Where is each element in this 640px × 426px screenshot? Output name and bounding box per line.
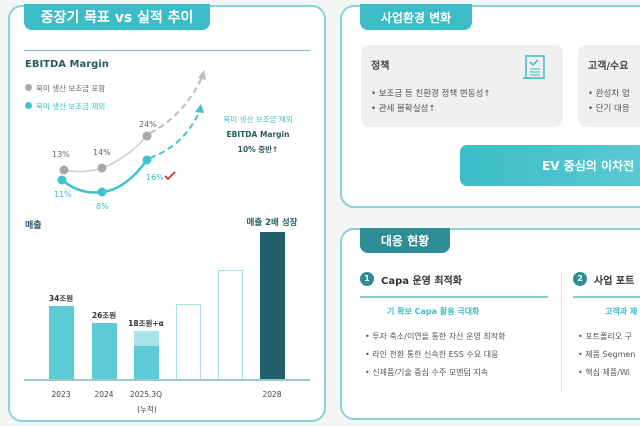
response-panel bbox=[340, 228, 640, 420]
section-bullet: • 포트폴리오 구 bbox=[578, 332, 632, 341]
section-number-badge: 1 bbox=[360, 272, 374, 286]
data-point bbox=[59, 165, 69, 175]
year-label: 2025.3Q bbox=[129, 390, 163, 399]
legend-with-subsidy: 북미 생산 보조금 포함 bbox=[25, 83, 105, 94]
revenue-bar bbox=[176, 304, 201, 380]
point-label: 16% bbox=[146, 173, 164, 182]
check-icon bbox=[164, 171, 176, 181]
point-label: 13% bbox=[52, 150, 70, 159]
section-title: Capa 운영 최적화 bbox=[381, 276, 462, 287]
point-label: 24% bbox=[139, 120, 157, 129]
section-subtitle: 고객과 제 bbox=[605, 307, 638, 316]
legend-without-subsidy: 북미 생산 보조금 제외 bbox=[25, 101, 105, 112]
point-label: 8% bbox=[96, 202, 109, 211]
bar-label: 18조원+α bbox=[128, 319, 164, 329]
banner-text: EV 중심의 이차전 bbox=[542, 159, 635, 173]
environment-title: 사업환경 변화 bbox=[360, 4, 472, 30]
year-sub-label: (누적) bbox=[137, 405, 157, 414]
legend-label: 북미 생산 보조금 포함 bbox=[36, 84, 106, 93]
data-point bbox=[142, 155, 152, 165]
section-bullet: • 신제품/기술 중심 수주 모멘텀 지속 bbox=[365, 368, 489, 377]
revenue-bar bbox=[49, 306, 74, 380]
card-bullet: • 보조금 등 친환경 정책 변동성↑ bbox=[371, 89, 491, 99]
data-point bbox=[97, 163, 107, 173]
teal-projection bbox=[149, 109, 201, 159]
bar-label: 26조원 bbox=[91, 311, 117, 321]
card-bullet: • 단기 대응 bbox=[588, 104, 630, 114]
section-rule bbox=[573, 296, 640, 298]
section-bullet: • 핵심 제품/Wi bbox=[578, 368, 630, 377]
year-label: 2024 bbox=[94, 390, 114, 399]
section-divider bbox=[561, 272, 562, 392]
customer-card: 고객/수요 • 완성차 업 • 단기 대응 bbox=[578, 45, 640, 127]
teal-dot-icon bbox=[25, 102, 32, 109]
baseline bbox=[24, 379, 310, 381]
data-point bbox=[57, 175, 67, 185]
gray-arrow-icon bbox=[198, 70, 206, 80]
revenue-bar bbox=[218, 270, 243, 380]
teal-arrow-icon bbox=[195, 104, 204, 113]
ebitda-line-chart bbox=[57, 70, 206, 197]
data-point bbox=[142, 131, 152, 141]
annotation-line: EBITDA Margin bbox=[226, 130, 290, 139]
year-label: 2028 bbox=[262, 390, 282, 399]
document-check-icon bbox=[523, 55, 545, 79]
section-number-badge: 2 bbox=[573, 272, 587, 286]
gray-dot-icon bbox=[25, 84, 32, 91]
margin-annotation: 북미 생산 보조금 제외 EBITDA Margin 10% 중반↑ bbox=[223, 112, 292, 157]
card-title: 정책 bbox=[371, 61, 390, 72]
revenue-note: 매출 2배 성장 bbox=[246, 218, 298, 228]
card-title: 고객/수요 bbox=[588, 61, 629, 72]
annotation-line: 10% 중반↑ bbox=[237, 145, 279, 154]
revenue-title: 매출 bbox=[25, 221, 42, 231]
data-point bbox=[97, 187, 107, 197]
ebitda-title: EBITDA Margin bbox=[25, 59, 109, 70]
response-title: 대응 현황 bbox=[360, 228, 450, 253]
revenue-bar bbox=[134, 331, 159, 380]
card-bullet: • 완성차 업 bbox=[588, 89, 630, 99]
divider bbox=[24, 50, 310, 51]
targets-title: 중장기 목표 vs 실적 추이 bbox=[24, 4, 210, 30]
section-bullet: • 제품 Segmen bbox=[578, 350, 636, 359]
section-rule bbox=[360, 296, 548, 298]
revenue-bar bbox=[260, 232, 285, 380]
legend-label: 북미 생산 보조금 제외 bbox=[36, 102, 106, 111]
annotation-line: 북미 생산 보조금 제외 bbox=[223, 115, 293, 124]
section-bullet: • 라인 전환 통한 신속한 ESS 수요 대응 bbox=[365, 350, 499, 359]
revenue-bar bbox=[92, 323, 117, 380]
card-bullet: • 관세 불확실성↑ bbox=[371, 104, 436, 114]
gray-projection bbox=[149, 74, 204, 134]
section-title: 사업 포트 bbox=[594, 276, 635, 287]
section-subtitle: 기 확보 Capa 활용 극대화 bbox=[387, 307, 480, 316]
year-label: 2023 bbox=[51, 390, 71, 399]
policy-card: 정책 • 보조금 등 친환경 정책 변동성↑ • 관세 불확실성↑ bbox=[361, 45, 563, 127]
point-label: 14% bbox=[93, 148, 111, 157]
point-label: 11% bbox=[54, 190, 72, 199]
ev-banner: EV 중심의 이차전 bbox=[460, 145, 640, 186]
bar-label: 34조원 bbox=[48, 294, 74, 303]
section-bullet: • 투자 축소/이연을 통한 자산 운영 최적화 bbox=[365, 332, 506, 341]
